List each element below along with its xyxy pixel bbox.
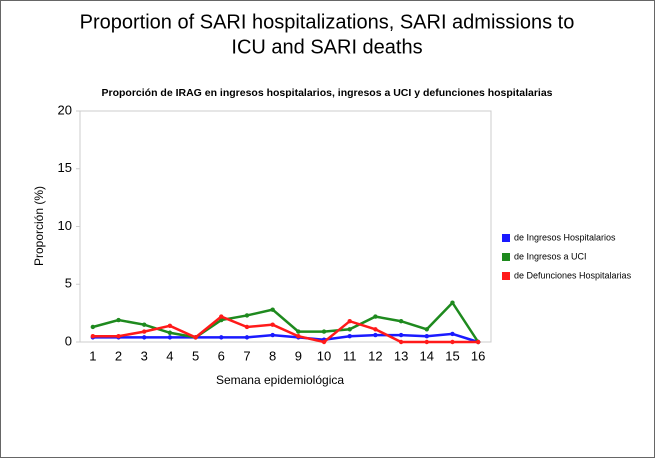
y-tick-label: 15 bbox=[58, 160, 72, 175]
point bbox=[116, 317, 121, 323]
x-tick-label: 3 bbox=[141, 348, 148, 363]
point bbox=[398, 319, 404, 324]
series-line bbox=[92, 315, 479, 344]
plot-frame bbox=[79, 110, 492, 343]
point bbox=[321, 329, 327, 334]
point bbox=[90, 324, 96, 330]
x-tick-label: 11 bbox=[343, 348, 357, 363]
point bbox=[296, 334, 301, 339]
point bbox=[167, 330, 173, 335]
x-tick-label: 13 bbox=[394, 348, 408, 363]
y-tick-label: 10 bbox=[58, 218, 72, 233]
point bbox=[219, 314, 224, 319]
x-tick-label: 10 bbox=[317, 348, 331, 363]
y-tick-label: 5 bbox=[65, 276, 72, 291]
point bbox=[373, 332, 378, 338]
x-tick-label: 14 bbox=[420, 348, 434, 363]
point bbox=[424, 339, 429, 345]
series-line bbox=[92, 332, 479, 344]
point bbox=[373, 327, 378, 332]
point bbox=[167, 335, 173, 340]
point bbox=[450, 339, 455, 345]
chart-title: Proporción de IRAG en ingresos hospitala… bbox=[101, 87, 552, 99]
point bbox=[167, 323, 173, 329]
legend-label: de Ingresos a UCI bbox=[514, 251, 587, 261]
point bbox=[321, 339, 327, 345]
point bbox=[347, 327, 352, 332]
point bbox=[347, 334, 352, 339]
point bbox=[142, 322, 147, 327]
heading: ICU and SARI deaths bbox=[231, 36, 422, 58]
point bbox=[398, 332, 404, 338]
point bbox=[270, 322, 275, 327]
x-tick-label: 6 bbox=[218, 348, 225, 363]
point bbox=[90, 334, 96, 339]
point bbox=[270, 307, 275, 312]
x-tick-label: 9 bbox=[295, 348, 302, 363]
point bbox=[450, 300, 455, 305]
point bbox=[142, 335, 147, 340]
x-tick-label: 12 bbox=[368, 348, 382, 363]
x-axis-label: Semana epidemiológica bbox=[216, 373, 344, 387]
point bbox=[270, 332, 275, 338]
x-tick-label: 7 bbox=[243, 348, 250, 363]
legend-label: de Ingresos Hospitalarios bbox=[514, 232, 616, 242]
x-tick-label: 2 bbox=[115, 348, 122, 363]
point bbox=[373, 314, 378, 319]
point bbox=[296, 329, 301, 334]
legend-swatch bbox=[502, 253, 510, 261]
x-tick-label: 8 bbox=[269, 348, 276, 363]
x-tick-label: 4 bbox=[166, 348, 173, 363]
point bbox=[116, 334, 121, 339]
point bbox=[193, 335, 198, 340]
point bbox=[244, 313, 250, 318]
point bbox=[475, 339, 481, 345]
y-tick-label: 20 bbox=[58, 102, 72, 117]
x-tick-label: 1 bbox=[89, 348, 96, 363]
heading: Proportion of SARI hospitalizations, SAR… bbox=[80, 11, 575, 33]
point bbox=[142, 329, 147, 334]
point bbox=[398, 339, 404, 345]
point bbox=[450, 331, 455, 337]
y-tick-label: 0 bbox=[65, 333, 72, 348]
point bbox=[424, 334, 429, 339]
x-tick-label: 15 bbox=[445, 348, 459, 363]
x-tick-label: 5 bbox=[192, 348, 199, 363]
y-axis-label: Proporción (%) bbox=[32, 186, 46, 266]
legend-swatch bbox=[502, 272, 510, 280]
point bbox=[424, 327, 429, 332]
point bbox=[347, 319, 352, 324]
point bbox=[244, 324, 250, 330]
point bbox=[244, 335, 250, 340]
legend-label: de Defunciones Hospitalarias bbox=[514, 270, 632, 280]
legend-swatch bbox=[502, 234, 510, 242]
point bbox=[219, 335, 224, 340]
x-tick-label: 16 bbox=[471, 348, 485, 363]
